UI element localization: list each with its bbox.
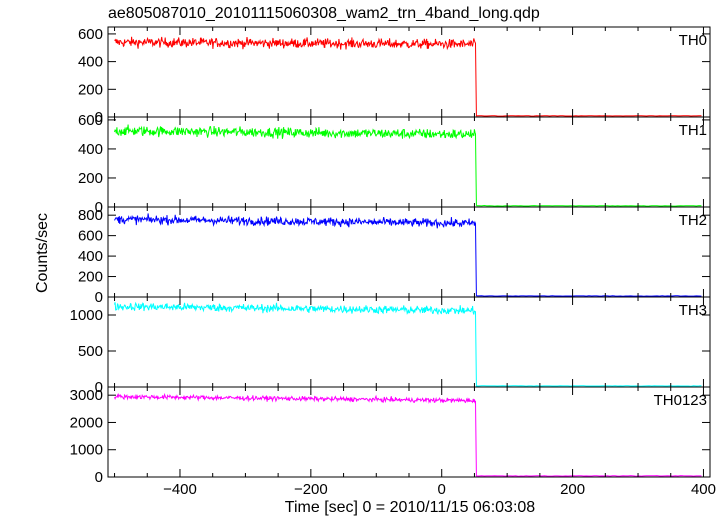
y-tick-label: 600 bbox=[78, 26, 103, 43]
y-tick-label: 0 bbox=[95, 109, 103, 126]
x-tick-label: −200 bbox=[294, 481, 328, 498]
panel-frame-th1 bbox=[107, 116, 711, 208]
x-tick-label: 200 bbox=[560, 481, 585, 498]
panels-group: 0 200 400 600 TH0 0 200 400 600 TH1 0 200 400 600 800 T… bbox=[70, 26, 716, 498]
series-line-th3 bbox=[114, 301, 702, 387]
y-tick-label: 400 bbox=[78, 248, 103, 265]
y-tick-label: 400 bbox=[78, 54, 103, 71]
y-tick-label: 1000 bbox=[70, 307, 103, 324]
y-tick-label: 200 bbox=[78, 269, 103, 286]
y-tick-label: 600 bbox=[78, 112, 103, 129]
y-tick-label: 200 bbox=[78, 81, 103, 98]
y-tick-label: 500 bbox=[78, 343, 103, 360]
y-tick-label: 600 bbox=[78, 228, 103, 245]
y-tick-label: 3000 bbox=[70, 387, 103, 404]
y-tick-label: 400 bbox=[78, 141, 103, 158]
y-tick-label: 0 bbox=[95, 469, 103, 486]
x-tick-label: −400 bbox=[163, 481, 197, 498]
series-line-th0123 bbox=[114, 392, 702, 477]
series-line-th0 bbox=[114, 36, 702, 117]
y-tick-label: 2000 bbox=[70, 414, 103, 431]
panel-frame-th0 bbox=[107, 26, 711, 118]
chart-title: ae805087010_20101115060308_wam2_trn_4ban… bbox=[108, 5, 540, 22]
y-tick-label: 0 bbox=[95, 289, 103, 306]
series-label-th2: TH2 bbox=[679, 212, 707, 229]
y-tick-label: 1000 bbox=[70, 442, 103, 459]
series-line-th1 bbox=[114, 124, 702, 207]
x-tick-label: 0 bbox=[438, 481, 446, 498]
y-tick-label: 0 bbox=[95, 379, 103, 396]
y-tick-label: 0 bbox=[95, 199, 103, 216]
y-tick-label: 200 bbox=[78, 170, 103, 187]
series-label-th3: TH3 bbox=[679, 302, 707, 319]
series-label-th0123: TH0123 bbox=[654, 392, 707, 409]
y-tick-label: 800 bbox=[78, 207, 103, 224]
x-tick-label: 400 bbox=[691, 481, 716, 498]
series-line-th2 bbox=[114, 213, 702, 297]
series-label-th0: TH0 bbox=[679, 32, 707, 49]
y-axis-label: Counts/sec bbox=[34, 213, 51, 293]
series-label-th1: TH1 bbox=[679, 122, 707, 139]
x-axis-label: Time [sec] 0 = 2010/11/15 06:03:08 bbox=[285, 499, 535, 516]
